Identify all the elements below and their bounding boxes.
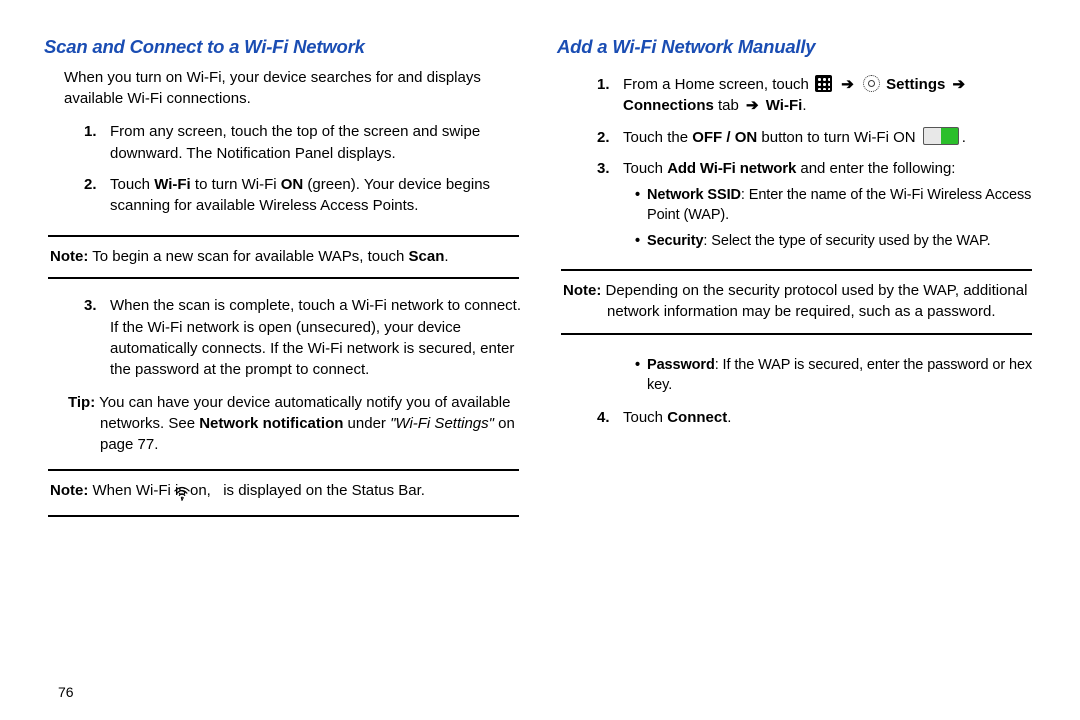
manual-page: Scan and Connect to a Wi-Fi Network When… xyxy=(0,0,1080,720)
right-step-1: From a Home screen, touch ➔ Settings ➔ C… xyxy=(605,74,1036,117)
bold: Security xyxy=(647,233,703,249)
tip-label: Tip: xyxy=(68,394,95,411)
right-sub-bullets-2: Password: If the WAP is secured, enter t… xyxy=(557,349,1036,401)
text: Depending on the security protocol used … xyxy=(601,282,1027,320)
left-step-1: From any screen, touch the top of the sc… xyxy=(92,121,523,164)
apps-grid-icon xyxy=(815,75,832,92)
bold: Network notification xyxy=(199,415,343,432)
left-step-2: Touch Wi-Fi to turn Wi-Fi ON (green). Yo… xyxy=(92,174,523,217)
note-block-right: Note: Depending on the security protocol… xyxy=(561,269,1032,334)
bullet-security: Security: Select the type of security us… xyxy=(635,231,1036,251)
left-steps-3: When the scan is complete, touch a Wi-Fi… xyxy=(44,289,523,390)
left-steps-1-2: From any screen, touch the top of the sc… xyxy=(44,115,523,226)
left-column: Scan and Connect to a Wi-Fi Network When… xyxy=(44,36,523,700)
text: button to turn Wi-Fi ON xyxy=(757,129,920,146)
note-block-1: Note: To begin a new scan for available … xyxy=(48,235,519,280)
left-step-3: When the scan is complete, touch a Wi-Fi… xyxy=(92,295,523,380)
text: is displayed on the Status Bar. xyxy=(223,482,425,499)
arrow-icon: ➔ xyxy=(841,76,854,93)
settings-gear-icon xyxy=(863,75,880,92)
bold: OFF / ON xyxy=(692,129,757,146)
right-steps-1-3: From a Home screen, touch ➔ Settings ➔ C… xyxy=(557,68,1036,261)
arrow-icon: ➔ xyxy=(953,76,966,93)
right-heading: Add a Wi-Fi Network Manually xyxy=(557,36,1036,58)
on-toggle-icon xyxy=(923,127,959,145)
text: Touch xyxy=(623,409,667,426)
bold: Wi-Fi xyxy=(766,97,803,114)
text: . xyxy=(962,129,966,146)
text: From a Home screen, touch xyxy=(623,76,813,93)
bullet-password: Password: If the WAP is secured, enter t… xyxy=(635,355,1036,395)
page-number: 76 xyxy=(44,684,523,700)
right-sub-bullets-1: Network SSID: Enter the name of the Wi-F… xyxy=(623,185,1036,251)
italic: "Wi-Fi Settings" xyxy=(390,415,494,432)
text: . xyxy=(727,409,731,426)
bold: Network SSID xyxy=(647,187,741,203)
bullet-ssid: Network SSID: Enter the name of the Wi-F… xyxy=(635,185,1036,225)
text: . xyxy=(802,97,806,114)
left-intro: When you turn on Wi-Fi, your device sear… xyxy=(44,68,523,109)
bold: Connections xyxy=(623,97,714,114)
right-steps-4: Touch Connect. xyxy=(557,401,1036,438)
text: Touch xyxy=(110,176,154,193)
tip-block: Tip: You can have your device automatica… xyxy=(48,392,519,455)
right-step-3: Touch Add Wi-Fi network and enter the fo… xyxy=(605,158,1036,251)
text: and enter the following: xyxy=(796,160,955,177)
text: . xyxy=(444,248,448,265)
arrow-icon: ➔ xyxy=(746,97,759,114)
text: Touch the xyxy=(623,129,692,146)
note-label: Note: xyxy=(50,482,88,499)
bold: Connect xyxy=(667,409,727,426)
text: : Select the type of security used by th… xyxy=(703,233,990,249)
text: When Wi-Fi is on, xyxy=(88,482,215,499)
right-step-2: Touch the OFF / ON button to turn Wi-Fi … xyxy=(605,127,1036,148)
text: under xyxy=(343,415,390,432)
bold: Settings xyxy=(886,76,945,93)
bold: Scan xyxy=(409,248,445,265)
note-label: Note: xyxy=(563,282,601,299)
right-column: Add a Wi-Fi Network Manually From a Home… xyxy=(557,36,1036,700)
text: tab xyxy=(714,97,743,114)
note-block-2: Note: When Wi-Fi is on, is displayed on … xyxy=(48,469,519,517)
right-step-4: Touch Connect. xyxy=(605,407,1036,428)
note-label: Note: xyxy=(50,248,88,265)
text: To begin a new scan for available WAPs, … xyxy=(88,248,408,265)
bold: Password xyxy=(647,357,715,373)
text: Touch xyxy=(623,160,667,177)
bold: ON xyxy=(281,176,304,193)
bold: Wi-Fi xyxy=(154,176,191,193)
left-heading: Scan and Connect to a Wi-Fi Network xyxy=(44,36,523,58)
bold: Add Wi-Fi network xyxy=(667,160,796,177)
text: to turn Wi-Fi xyxy=(191,176,281,193)
